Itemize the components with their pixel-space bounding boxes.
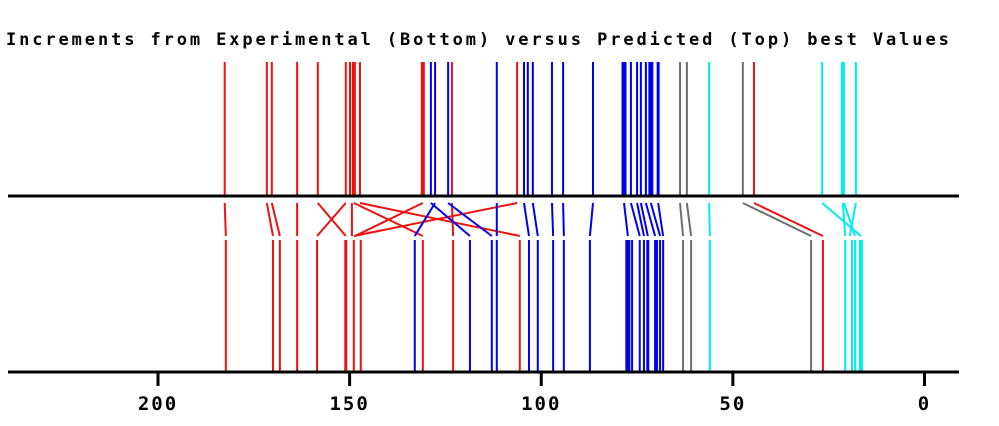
connector-line — [550, 202, 555, 237]
tick-label: 200 — [138, 393, 178, 415]
connector-line — [742, 202, 812, 237]
connector-line — [265, 202, 274, 237]
axis-ticks — [156, 372, 926, 386]
connector-line — [447, 202, 493, 237]
connector-lines — [223, 202, 862, 237]
tick-label: 0 — [918, 393, 931, 415]
connector-line — [848, 202, 857, 237]
tick-label: 150 — [329, 393, 369, 415]
connector-line — [753, 202, 824, 237]
connector-line — [629, 202, 641, 237]
connector-line — [353, 202, 518, 237]
connector-line — [523, 202, 530, 237]
connector-line — [623, 202, 629, 237]
connector-line — [450, 202, 455, 237]
connector-line — [636, 202, 645, 237]
connector-line — [430, 202, 471, 237]
connector-line — [531, 202, 539, 237]
tick-label: 100 — [521, 393, 561, 415]
connector-line — [708, 202, 711, 237]
connector-line — [678, 202, 685, 237]
connector-line — [841, 202, 847, 237]
connector-line — [588, 202, 594, 237]
connector-line — [657, 202, 665, 237]
top-spectrum-lines — [223, 62, 857, 195]
axes — [8, 194, 959, 374]
connector-line — [562, 202, 565, 237]
connector-line — [270, 202, 281, 237]
bottom-spectrum-lines — [224, 240, 863, 371]
connector-line — [316, 202, 347, 237]
connector-line — [644, 202, 657, 237]
connector-line — [354, 202, 424, 237]
connector-line — [821, 202, 862, 237]
connector-line — [843, 202, 857, 237]
connector-line — [223, 202, 227, 237]
axis-tick-labels: 200 150 100 50 0 — [138, 393, 931, 415]
chart-title: Increments from Experimental (Bottom) ve… — [6, 30, 952, 50]
connector-line — [413, 202, 436, 237]
tick-label: 50 — [719, 393, 746, 415]
connector-line — [639, 202, 649, 237]
connector-line — [685, 202, 693, 237]
connector-line — [649, 202, 662, 237]
